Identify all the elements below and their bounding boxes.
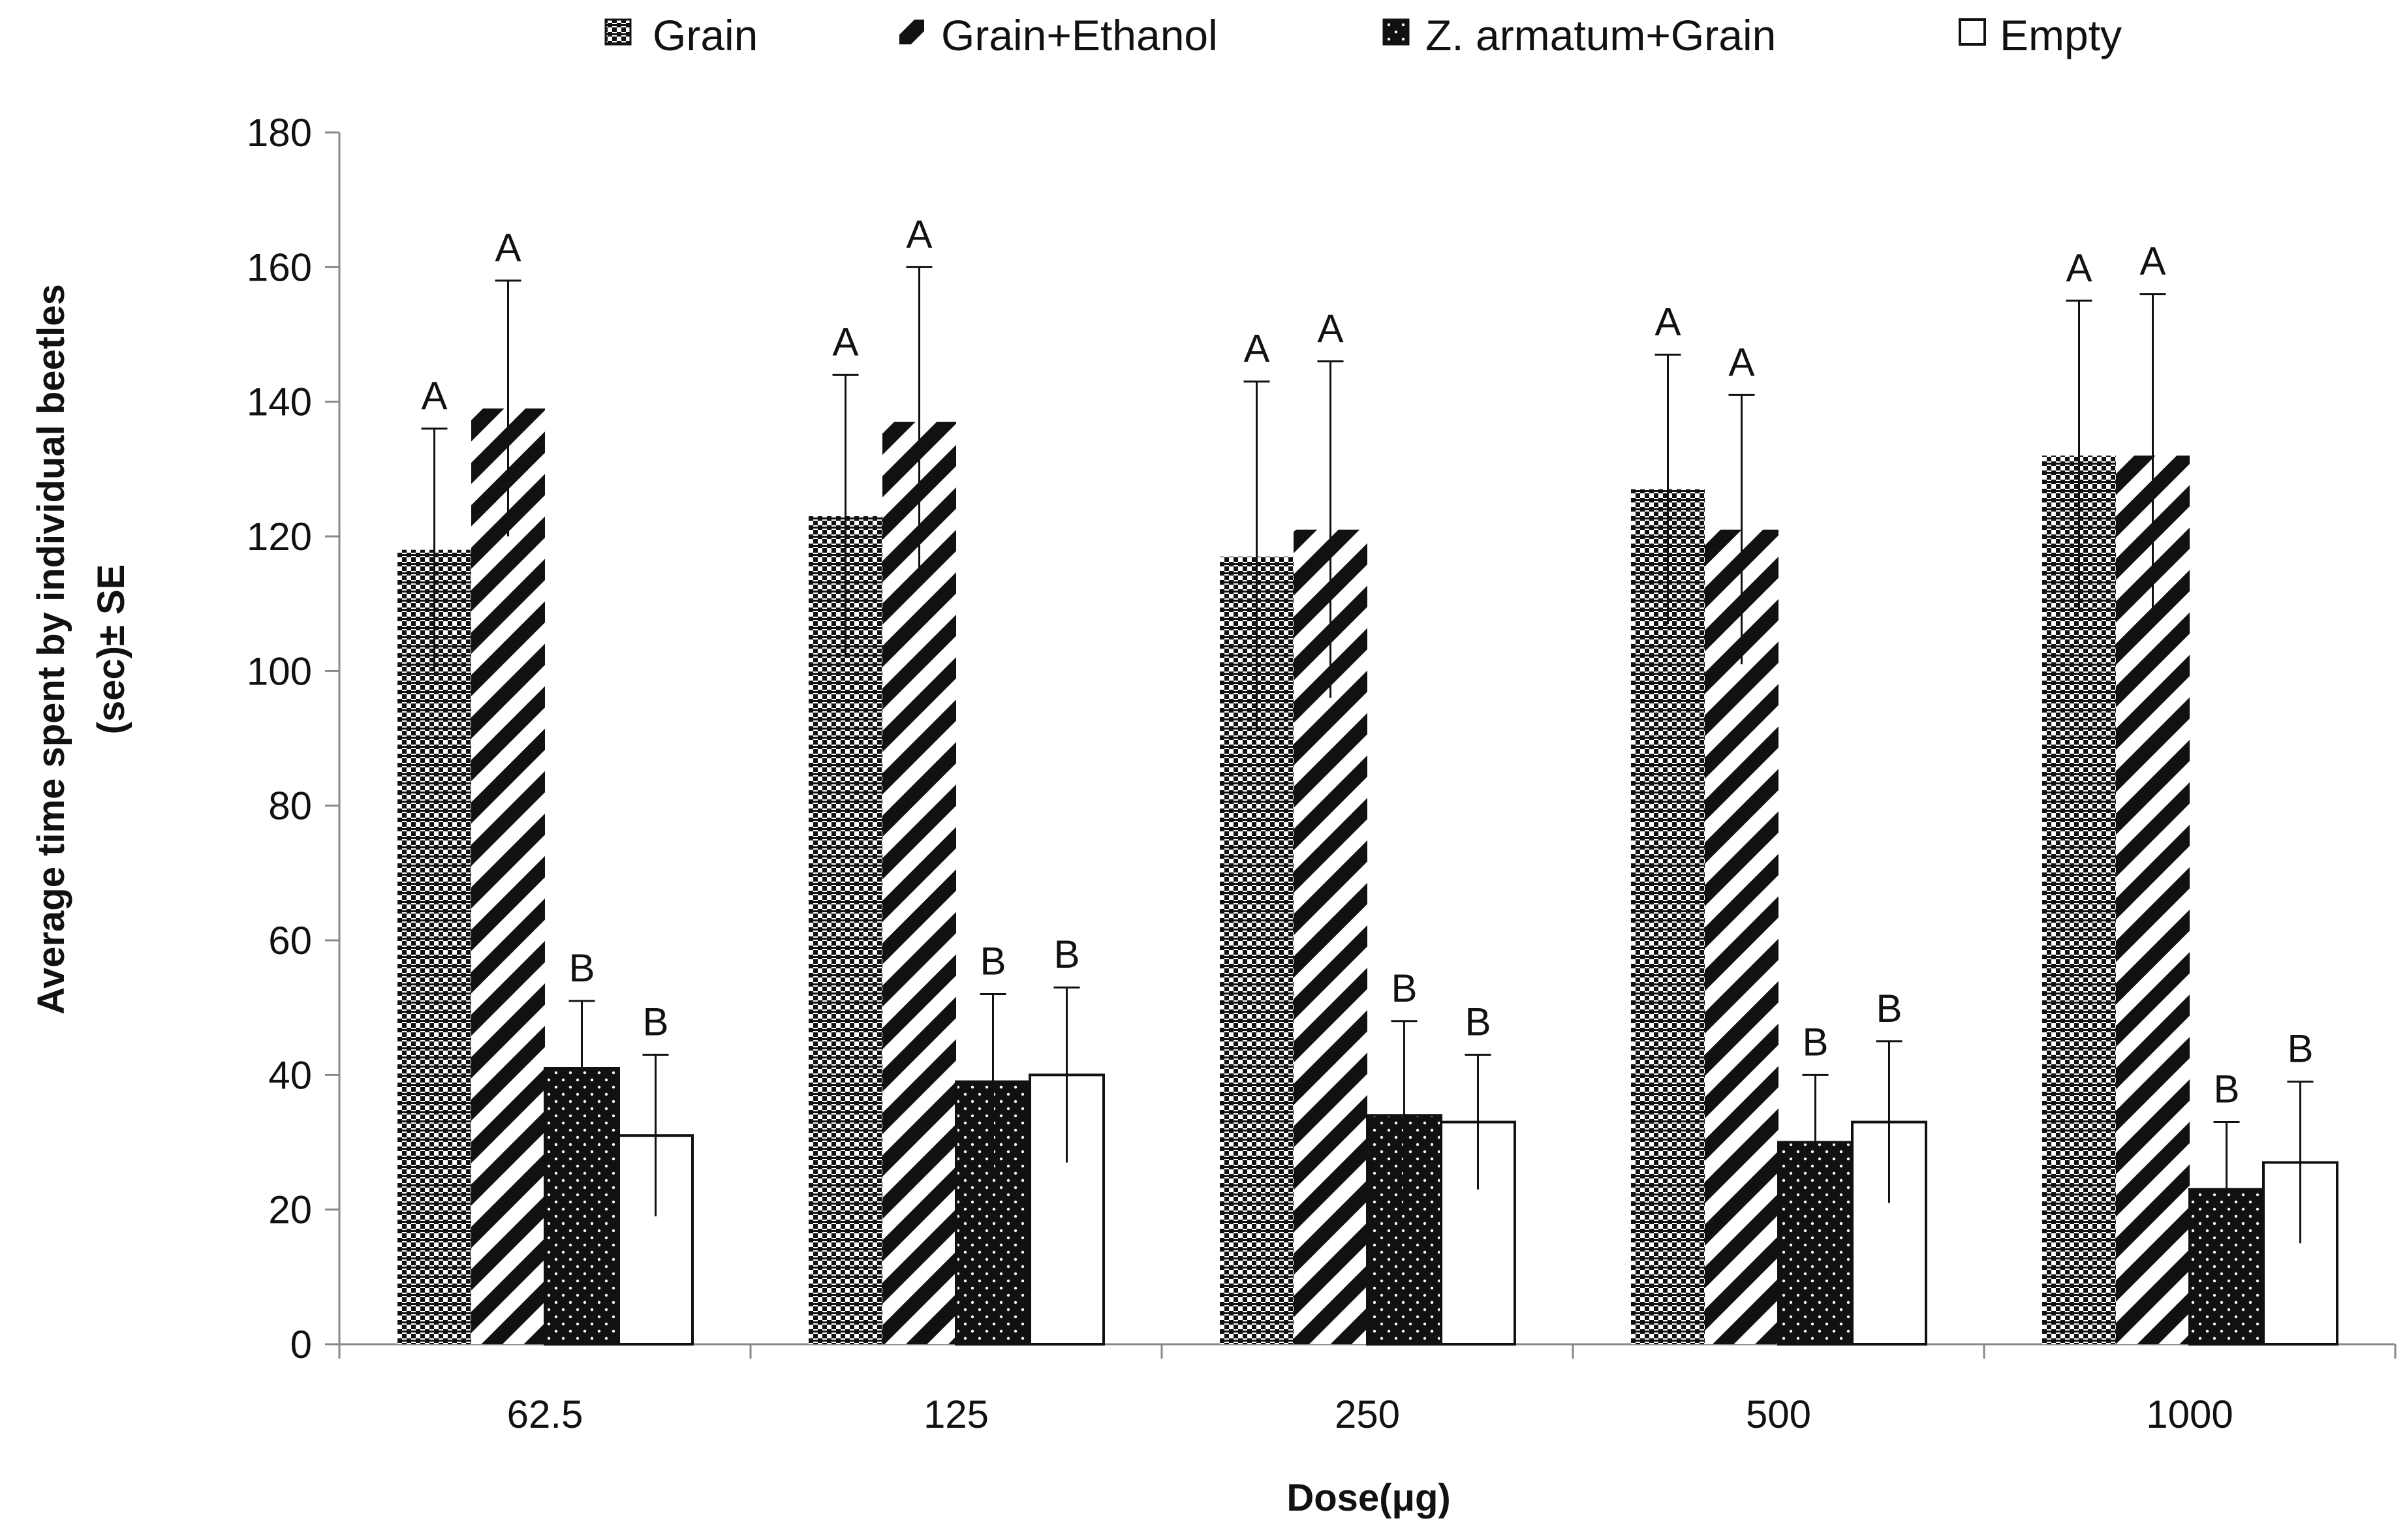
legend-swatch-z-armatum-grain [1382, 18, 1410, 46]
bar [1631, 489, 1705, 1344]
y-tick-label: 0 [290, 1323, 312, 1366]
significance-letter: B [2287, 1027, 2313, 1071]
significance-letter: A [1317, 307, 1343, 350]
bars: A A B B A A B B A A B B A A B B A A B B [397, 212, 2338, 1346]
y-axis-title-line2: (sec)± SE [90, 564, 132, 735]
significance-letter: B [980, 940, 1006, 983]
significance-letter: B [642, 1000, 668, 1043]
y-tick-label: 80 [268, 784, 312, 828]
bar [1705, 529, 1778, 1344]
legend-item-grain: Grain [604, 11, 758, 59]
significance-letter: A [1243, 327, 1269, 371]
y-tick-label: 140 [247, 380, 312, 424]
significance-letter: B [2213, 1068, 2239, 1111]
x-tick-label: 1000 [2146, 1393, 2233, 1436]
significance-letter: A [2066, 246, 2092, 290]
significance-letter: A [832, 320, 858, 363]
legend-label-z-armatum-grain: Z. armatum+Grain [1425, 11, 1776, 59]
x-tick-label: 250 [1335, 1393, 1400, 1436]
legend-item-empty: Empty [1959, 11, 2122, 59]
x-axis-title: Dose(μg) [1286, 1477, 1450, 1519]
y-tick-label: 40 [268, 1053, 312, 1097]
y-tick-label: 100 [247, 649, 312, 693]
x-tick-label: 500 [1746, 1393, 1811, 1436]
significance-letter: A [1654, 300, 1681, 343]
significance-letter: A [2139, 239, 2166, 283]
significance-letter: A [1728, 340, 1754, 384]
legend-label-grain-ethanol: Grain+Ethanol [941, 11, 1218, 59]
legend-swatch-empty [1959, 18, 1986, 46]
legend-label-grain: Grain [653, 11, 758, 59]
axes: 0 20 40 60 80 100 120 140 160 180 62.5 125 250 500 100… [247, 111, 2397, 1436]
y-tick-label: 20 [268, 1188, 312, 1232]
significance-letter: B [568, 946, 595, 990]
significance-letter: B [1802, 1020, 1828, 1064]
x-tick-label: 125 [924, 1393, 989, 1436]
bar [471, 408, 545, 1344]
legend-label-empty: Empty [2000, 11, 2122, 59]
legend-swatch-grain-ethanol [899, 20, 924, 44]
legend: Grain Grain+Ethanol Z. armatum+Grain Emp… [604, 11, 2122, 59]
significance-letter: B [1053, 932, 1079, 976]
significance-letter: A [495, 226, 521, 270]
significance-letter: B [1465, 1000, 1491, 1043]
legend-item-grain-ethanol: Grain+Ethanol [899, 11, 1218, 59]
y-tick-label: 180 [247, 111, 312, 155]
bar [397, 549, 471, 1345]
bar [1851, 1120, 1927, 1346]
legend-swatch-grain [604, 18, 632, 46]
y-tick-label: 60 [268, 919, 312, 962]
significance-letter: B [1391, 966, 1417, 1010]
y-tick-label: 120 [247, 515, 312, 559]
y-tick-label: 160 [247, 245, 312, 289]
significance-letter: A [906, 212, 932, 256]
significance-letter: A [421, 374, 447, 418]
x-tick-label: 62.5 [507, 1393, 583, 1436]
significance-letter: B [1876, 987, 1902, 1030]
y-axis-title-line1: Average time spent by individual beetles [30, 284, 72, 1015]
legend-item-z-armatum-grain: Z. armatum+Grain [1382, 11, 1776, 59]
